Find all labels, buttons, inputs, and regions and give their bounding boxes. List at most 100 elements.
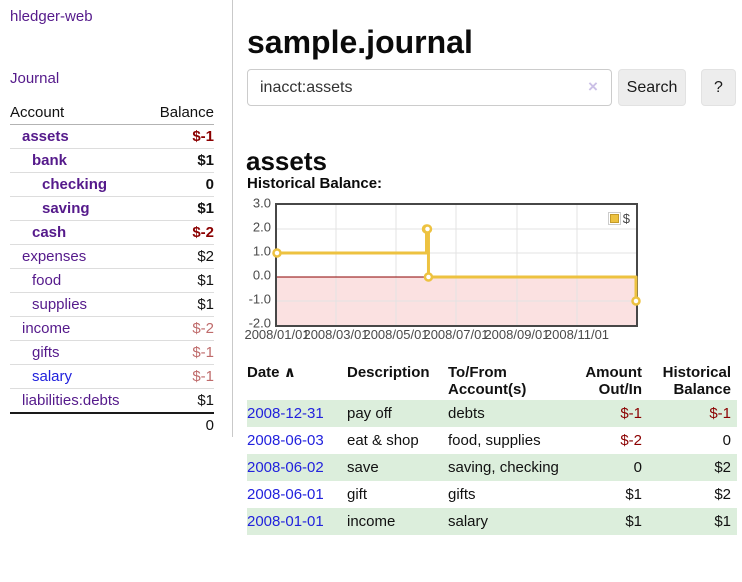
historical-balance-chart: $ 3.0 2.0 1.0 0.0 -1.0 -2.0 2008/01/01 2008/03/… <box>243 196 683 348</box>
accounts-header-balance: Balance <box>146 101 214 125</box>
y-axis-tick-label: -1.0 <box>248 291 271 307</box>
legend-label: $ <box>622 211 630 226</box>
register-row: 2008-01-01 income salary $1 $1 <box>247 508 737 535</box>
account-link[interactable]: saving <box>42 200 90 217</box>
y-axis-tick-label: 1.0 <box>252 243 271 259</box>
chart-title: Historical Balance: <box>247 175 383 192</box>
accounts-total-balance: 0 <box>146 412 214 437</box>
transaction-description: save <box>347 454 448 481</box>
account-balance: $1 <box>146 196 214 221</box>
search-input[interactable] <box>247 69 612 106</box>
accounts-header-account: Account <box>10 101 147 125</box>
transaction-balance: 0 <box>722 432 731 449</box>
transaction-description: pay off <box>347 400 448 427</box>
account-link[interactable]: salary <box>32 368 73 385</box>
account-row: assets $-1 <box>10 125 214 149</box>
transaction-date-link[interactable]: 2008-12-31 <box>247 405 324 422</box>
y-axis-tick-label: 2.0 <box>252 219 271 235</box>
account-link[interactable]: income <box>22 320 71 337</box>
transaction-accounts: debts <box>448 400 562 427</box>
account-link[interactable]: expenses <box>22 248 87 265</box>
register-row: 2008-06-02 save saving, checking 0 $2 <box>247 454 737 481</box>
account-balance: $2 <box>146 244 214 269</box>
transaction-accounts: saving, checking <box>448 454 562 481</box>
transaction-balance: $1 <box>642 508 737 535</box>
y-axis-tick-label: 0.0 <box>252 267 271 283</box>
account-balance: $-2 <box>146 316 214 341</box>
transaction-accounts: salary <box>448 508 562 535</box>
register-row: 2008-06-01 gift gifts $1 $2 <box>247 481 737 508</box>
search-button[interactable]: Search <box>618 69 686 106</box>
transaction-date-link[interactable]: 2008-06-01 <box>247 486 324 503</box>
account-row: supplies $1 <box>10 292 214 317</box>
transaction-balance: $-1 <box>642 400 737 427</box>
accounts-total-row: 0 <box>10 412 214 437</box>
help-button[interactable]: ? <box>701 69 736 106</box>
account-link[interactable]: gifts <box>32 344 60 361</box>
account-link[interactable]: assets <box>22 128 69 145</box>
sidebar-item-journal[interactable]: Journal <box>10 70 60 87</box>
account-row: expenses $2 <box>10 244 214 269</box>
transaction-description: gift <box>347 486 368 503</box>
account-balance: $-1 <box>146 340 214 365</box>
account-balance: $-1 <box>146 364 214 389</box>
account-row: cash $-2 <box>10 220 214 245</box>
account-balance: $1 <box>146 388 214 413</box>
account-heading: assets <box>246 145 327 176</box>
account-link[interactable]: liabilities:debts <box>22 392 120 409</box>
page-title: sample.journal <box>247 24 473 61</box>
register-table: Date ∧ Description To/From Account(s) Am… <box>247 362 737 535</box>
account-row: food $1 <box>10 268 214 293</box>
y-axis-tick-label: 3.0 <box>252 195 271 211</box>
transaction-date-link[interactable]: 2008-06-02 <box>247 459 324 476</box>
transaction-balance: $2 <box>714 486 731 503</box>
register-header-date[interactable]: Date ∧ <box>247 364 296 381</box>
account-row: salary $-1 <box>10 364 214 389</box>
account-link[interactable]: checking <box>42 176 108 193</box>
total-spacer <box>10 412 147 437</box>
account-row: liabilities:debts $1 <box>10 388 214 413</box>
accounts-header-row: Account Balance <box>10 101 214 125</box>
account-balance: $-1 <box>192 128 214 145</box>
account-row: income $-2 <box>10 316 214 341</box>
sidebar: hledger-web Journal Account Balance asse… <box>0 0 233 437</box>
transaction-date-link[interactable]: 2008-06-03 <box>247 432 324 449</box>
sort-ascending-icon: ∧ <box>283 364 296 381</box>
transaction-date-link[interactable]: 2008-01-01 <box>247 513 324 530</box>
app-title-link[interactable]: hledger-web <box>10 8 93 25</box>
transaction-description: income <box>347 508 448 535</box>
chart-plot-area: $ <box>272 203 641 327</box>
transaction-amount: 0 <box>562 454 642 481</box>
transaction-balance: $2 <box>642 454 737 481</box>
register-header-description: Description <box>347 364 430 381</box>
register-row: 2008-12-31 pay off debts $-1 $-1 <box>247 400 737 427</box>
account-link[interactable]: food <box>32 272 62 289</box>
register-header-row: Date ∧ Description To/From Account(s) Am… <box>247 362 737 400</box>
accounts-table: Account Balance assets $-1 bank $1 checking 0… <box>10 101 214 437</box>
account-balance: $1 <box>146 268 214 293</box>
account-link[interactable]: bank <box>32 152 68 169</box>
account-balance: $1 <box>146 148 214 173</box>
account-row: checking 0 <box>10 172 214 197</box>
register-header-balance: Historical Balance <box>662 364 731 398</box>
x-axis-tick-label: 2008/01/01 <box>244 327 310 342</box>
transaction-amount: $1 <box>562 508 642 535</box>
transaction-accounts: food, supplies <box>448 432 541 449</box>
transaction-description: eat & shop <box>347 432 419 449</box>
x-axis-tick-label: 2008/03/01 <box>303 327 369 342</box>
transaction-amount: $-1 <box>562 400 642 427</box>
register-row: 2008-06-03 eat & shop food, supplies $-2 0 <box>247 427 737 454</box>
account-row: gifts $-1 <box>10 340 214 365</box>
account-balance: 0 <box>146 172 214 197</box>
account-link[interactable]: supplies <box>32 296 88 313</box>
transaction-amount: $-2 <box>620 432 642 449</box>
transaction-accounts: gifts <box>448 486 476 503</box>
x-axis-tick-label: 2008/07/01 <box>423 327 489 342</box>
chart-canvas <box>272 205 641 325</box>
clear-search-icon[interactable]: × <box>588 77 598 96</box>
account-link[interactable]: cash <box>32 224 67 241</box>
register-header-accounts: To/From Account(s) <box>448 364 527 398</box>
chart-legend: $ <box>607 211 630 226</box>
account-row: bank $1 <box>10 148 214 173</box>
